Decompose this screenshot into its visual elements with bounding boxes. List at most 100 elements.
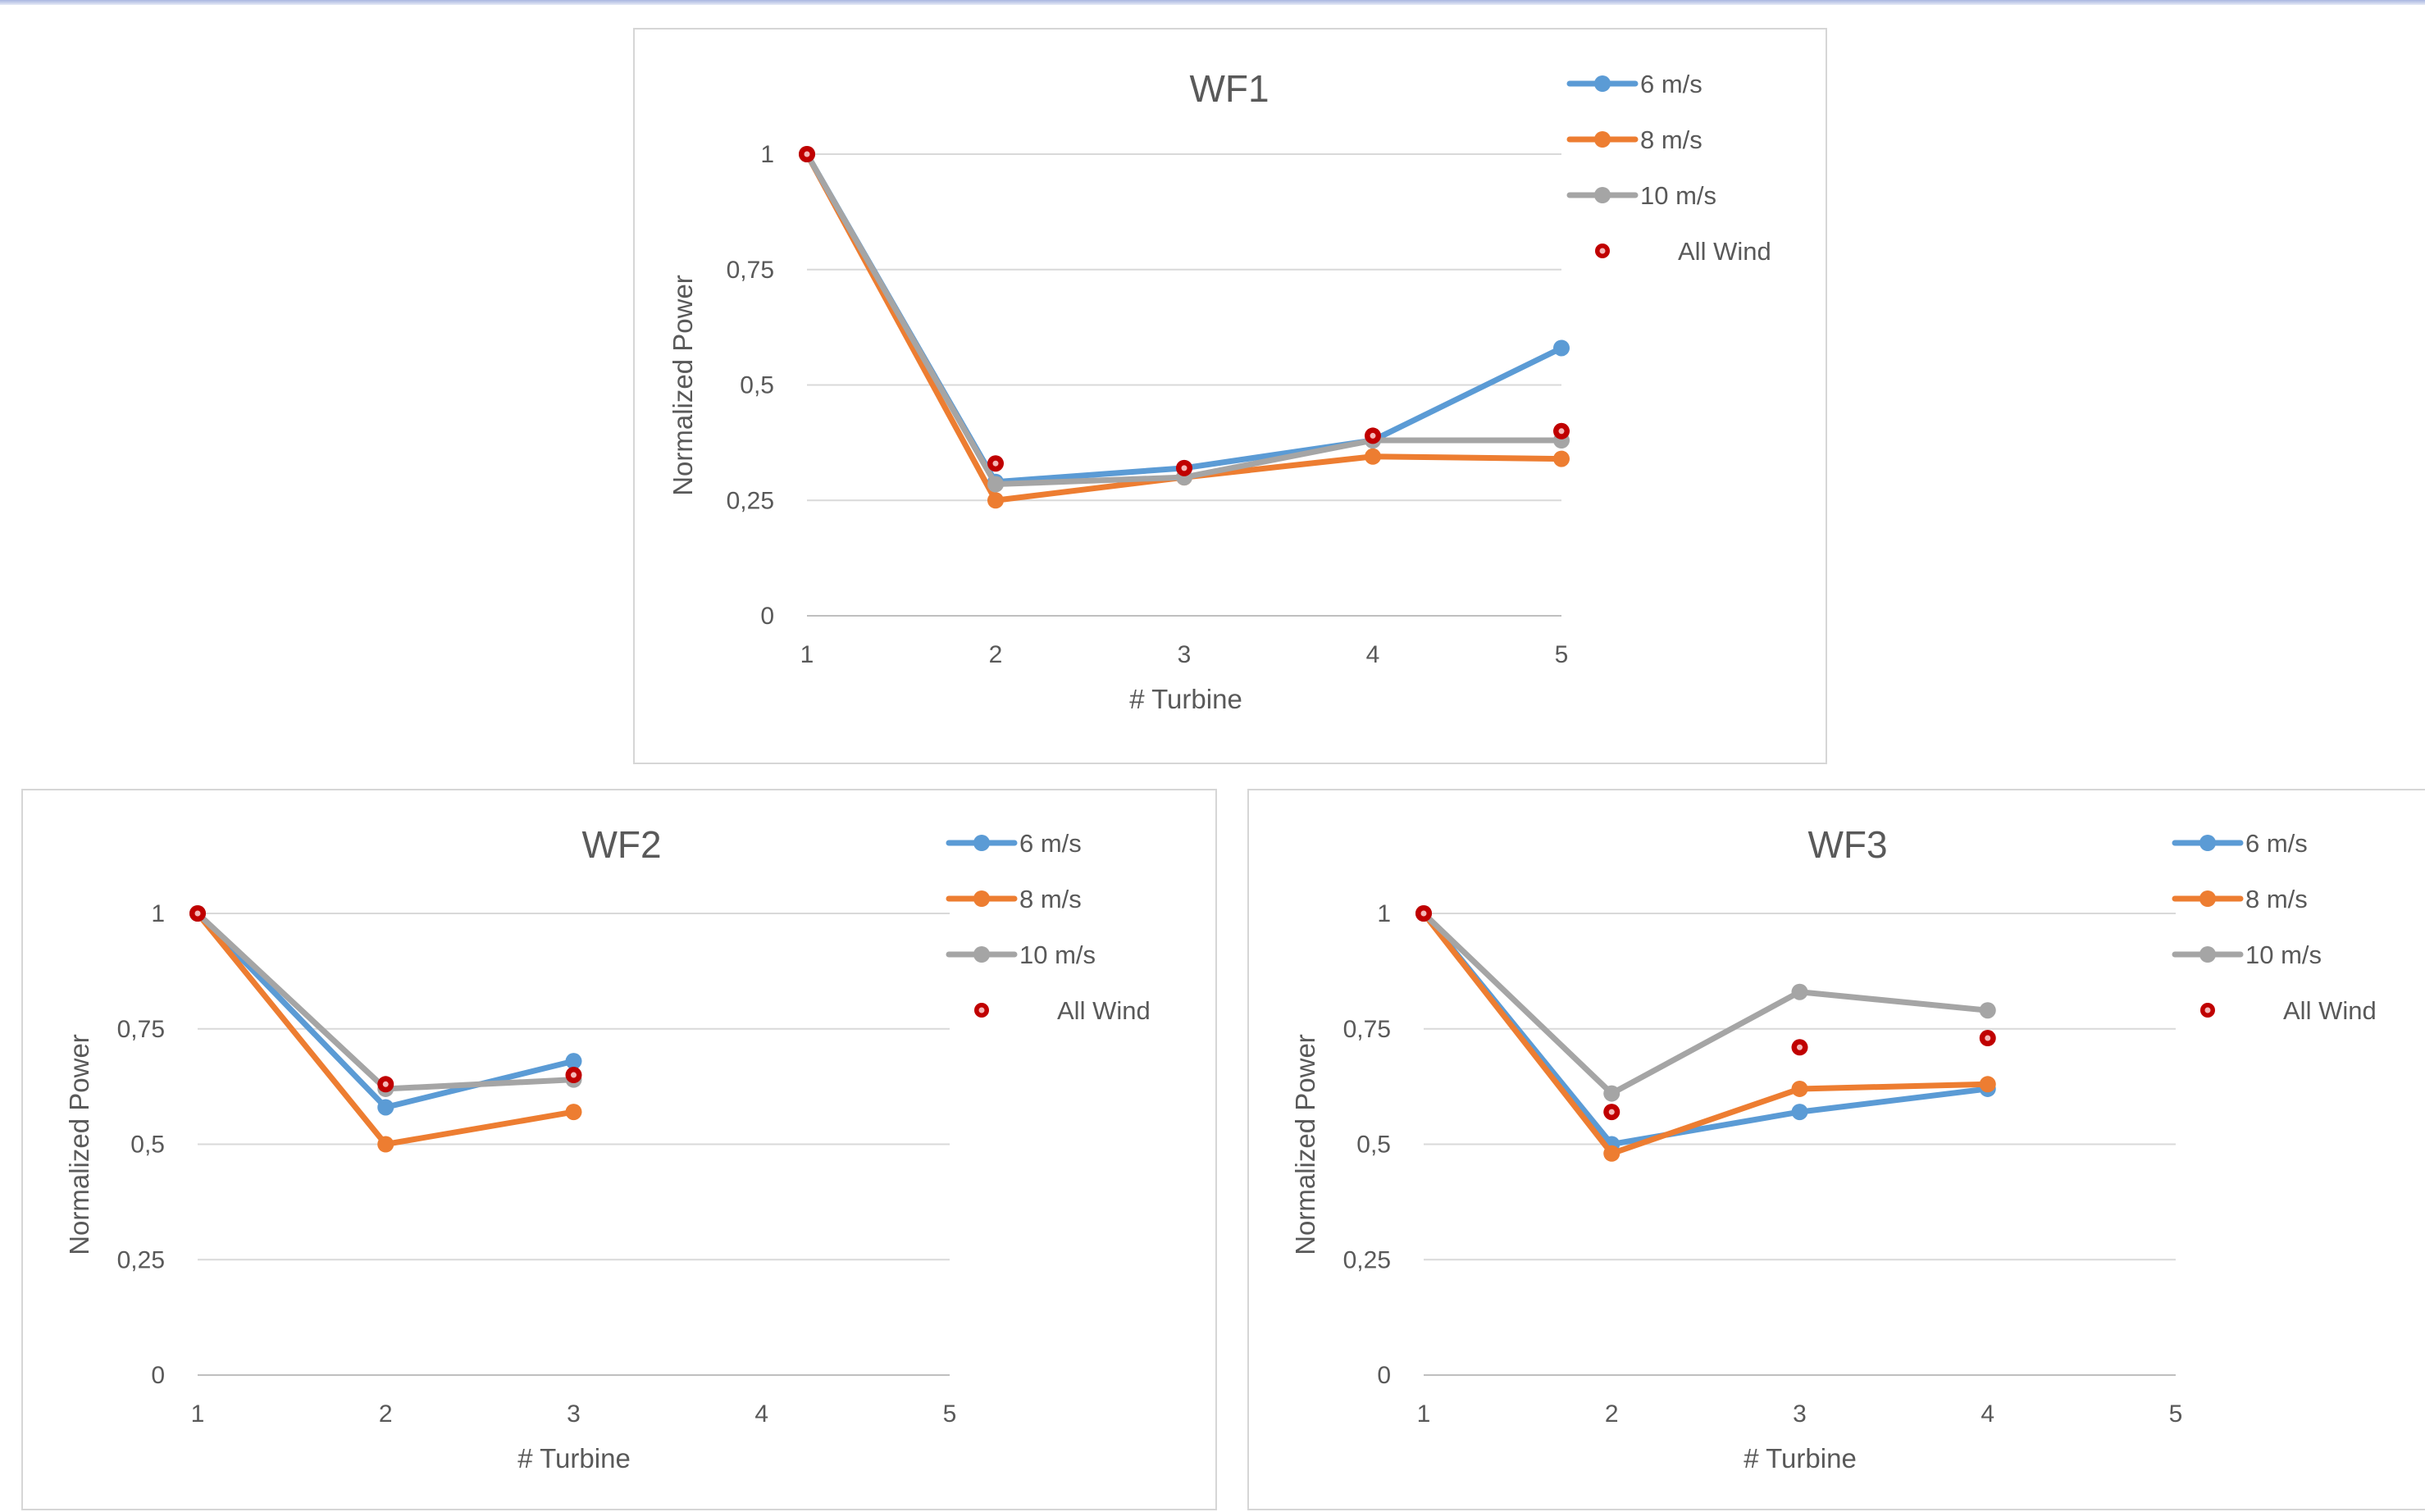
x-axis-label: # Turbine: [1129, 684, 1242, 714]
data-point-all-wind-center: [1558, 428, 1565, 435]
x-axis-label: # Turbine: [517, 1443, 631, 1473]
legend-label-6-m-s: 6 m/s: [1640, 70, 1703, 98]
x-tick-label: 2: [1605, 1400, 1619, 1428]
legend-label-10-m-s: 10 m/s: [2245, 940, 2322, 969]
data-point-6-m-s: [1553, 339, 1570, 357]
y-axis-label: Normalized Power: [64, 1034, 94, 1255]
series-line-8-m-s: [804, 151, 1565, 503]
data-point-10-m-s: [1603, 1085, 1620, 1102]
data-point-10-m-s: [1791, 983, 1808, 1000]
legend-label-8-m-s: 8 m/s: [2245, 885, 2308, 913]
y-tick-label: 1: [760, 141, 774, 168]
x-axis-label: # Turbine: [1744, 1443, 1857, 1473]
legend-label-all-wind: All Wind: [1057, 996, 1151, 1025]
chart-panel-wf2: WF2 0 0,25 0,5 0,75 1 1 2 3 4 5 # Turbine Normalized…: [21, 789, 1217, 1510]
data-point-8-m-s: [1365, 448, 1381, 465]
chart-wf3: WF3 0 0,25 0,5 0,75 1 1 2 3 4 5 # Turbine Normalized…: [1290, 823, 2377, 1473]
x-tick-label: 3: [1178, 641, 1192, 668]
y-axis-label: Normalized Power: [1290, 1034, 1320, 1255]
x-tick-label: 5: [2169, 1400, 2183, 1428]
x-tick-label: 1: [800, 641, 814, 668]
x-tick-label: 4: [754, 1400, 768, 1428]
legend-marker-8-m-s: [2199, 890, 2216, 907]
legend-marker-all-wind-center: [1599, 248, 1606, 254]
data-point-6-m-s: [565, 1053, 582, 1070]
data-point-all-wind-center: [1181, 465, 1187, 471]
legend-marker-all-wind-center: [978, 1007, 985, 1013]
legend-label-all-wind: All Wind: [2283, 996, 2377, 1025]
data-point-all-wind-center: [1370, 432, 1376, 439]
y-axis-label: Normalized Power: [668, 275, 698, 496]
data-point-all-wind-center: [571, 1072, 577, 1078]
data-point-all-wind-center: [992, 460, 999, 467]
data-point-10-m-s: [1979, 1002, 1996, 1019]
chart-wf1: WF1 0 0,25 0,5 0,75 1 1 2 3 4 5 # Turbine Normalized…: [668, 67, 1771, 714]
y-tick-label: 0,25: [727, 487, 774, 514]
legend-label-6-m-s: 6 m/s: [1019, 829, 1082, 858]
x-tick-label: 3: [567, 1400, 581, 1428]
chart-title: WF2: [581, 823, 661, 866]
legend: 6 m/s 8 m/s 10 m/s All Wind: [2172, 829, 2377, 1025]
data-point-10-m-s: [987, 476, 1004, 493]
legend-marker-all-wind-center: [2204, 1007, 2211, 1013]
y-tick-label: 0,25: [117, 1246, 165, 1273]
y-tick-label: 0,75: [1343, 1016, 1391, 1043]
y-tick-label: 0: [1377, 1362, 1391, 1389]
x-tick-label: 2: [989, 641, 1003, 668]
x-tick-label: 4: [1366, 641, 1380, 668]
legend-label-all-wind: All Wind: [1678, 237, 1771, 266]
chart-panel-wf3: WF3 0 0,25 0,5 0,75 1 1 2 3 4 5 # Turbine Normalized…: [1247, 789, 2425, 1510]
y-tick-label: 0,5: [740, 372, 774, 399]
window-top-bar: [0, 0, 2425, 5]
chart-title: WF1: [1189, 67, 1269, 110]
legend-marker-8-m-s: [973, 890, 990, 907]
x-tick-label: 1: [191, 1400, 205, 1428]
data-point-8-m-s: [1791, 1080, 1808, 1097]
series-line-8-m-s: [1420, 910, 1991, 1157]
chart-wf2: WF2 0 0,25 0,5 0,75 1 1 2 3 4 5 # Turbine Normalized…: [64, 823, 1151, 1473]
legend-marker-6-m-s: [973, 835, 990, 851]
legend-marker-6-m-s: [2199, 835, 2216, 851]
series-line-6-m-s: [804, 151, 1565, 485]
data-point-8-m-s: [565, 1104, 582, 1121]
data-point-all-wind-center: [804, 151, 810, 157]
y-tick-label: 0,75: [727, 257, 774, 284]
y-tick-label: 1: [1377, 900, 1391, 927]
legend-marker-8-m-s: [1594, 131, 1611, 148]
data-point-all-wind-center: [1420, 910, 1427, 917]
x-tick-label: 2: [379, 1400, 393, 1428]
chart-panel-wf1: WF1 0 0,25 0,5 0,75 1 1 2 3 4 5 # Turbine Normalized…: [633, 28, 1827, 764]
legend-label-10-m-s: 10 m/s: [1019, 940, 1096, 969]
data-point-6-m-s: [1791, 1104, 1808, 1121]
legend: 6 m/s 8 m/s 10 m/s All Wind: [946, 829, 1151, 1025]
legend-label-8-m-s: 8 m/s: [1019, 885, 1082, 913]
series-line-10-m-s: [194, 910, 577, 1092]
legend-label-10-m-s: 10 m/s: [1640, 181, 1716, 210]
data-point-8-m-s: [1603, 1145, 1620, 1162]
legend-label-8-m-s: 8 m/s: [1640, 125, 1703, 154]
y-tick-label: 0,5: [130, 1132, 165, 1159]
chart-title: WF3: [1807, 823, 1887, 866]
legend-marker-10-m-s: [2199, 946, 2216, 963]
y-tick-label: 1: [151, 900, 165, 927]
data-point-8-m-s: [377, 1136, 394, 1153]
legend-marker-10-m-s: [973, 946, 990, 963]
data-point-all-wind-center: [1608, 1109, 1615, 1115]
series-line-10-m-s: [1420, 910, 1991, 1097]
series-line-10-m-s: [804, 151, 1565, 488]
data-point-all-wind-center: [1985, 1035, 1991, 1041]
data-point-8-m-s: [987, 492, 1004, 509]
x-tick-label: 4: [1981, 1400, 1994, 1428]
data-point-all-wind-center: [1797, 1044, 1803, 1050]
y-tick-label: 0,75: [117, 1016, 165, 1043]
data-point-all-wind-center: [382, 1081, 389, 1087]
legend-marker-10-m-s: [1594, 187, 1611, 203]
x-tick-label: 5: [1555, 641, 1569, 668]
legend-marker-6-m-s: [1594, 75, 1611, 92]
legend-label-6-m-s: 6 m/s: [2245, 829, 2308, 858]
data-point-8-m-s: [1553, 450, 1570, 467]
y-tick-label: 0: [760, 603, 774, 630]
y-tick-label: 0,25: [1343, 1246, 1391, 1273]
data-point-6-m-s: [377, 1099, 394, 1116]
x-tick-label: 5: [943, 1400, 957, 1428]
